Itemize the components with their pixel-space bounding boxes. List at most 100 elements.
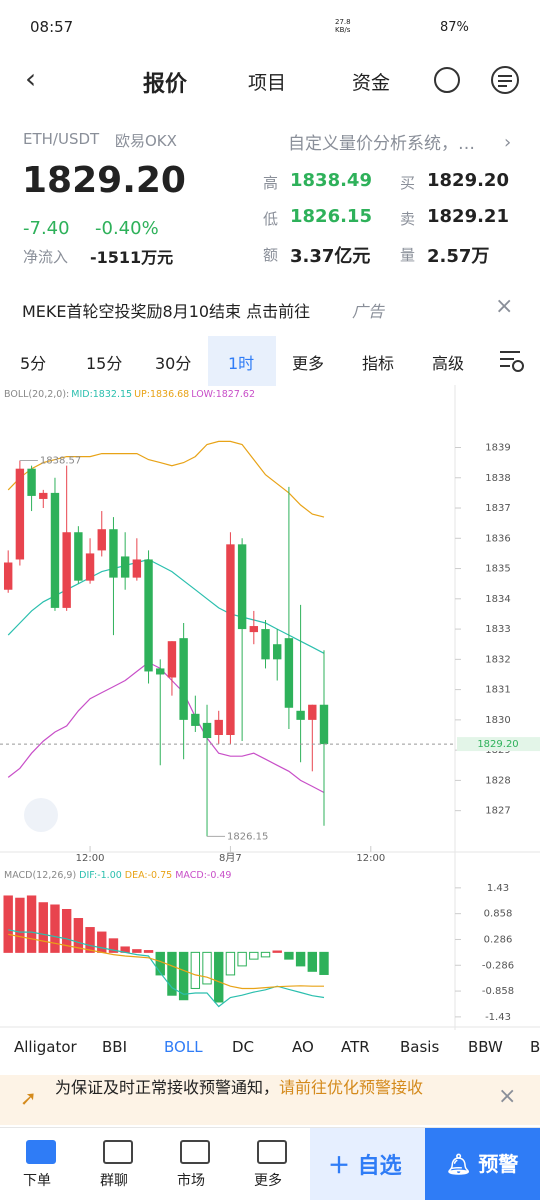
stat-value: 1838.49 xyxy=(290,170,372,191)
candle-body xyxy=(27,468,36,496)
timeframe-tab[interactable]: 高级 xyxy=(432,354,465,373)
stat-value: 1829.21 xyxy=(427,206,509,227)
back-button[interactable]: ‹ xyxy=(25,62,37,95)
macd-legend-entry: MACD:-0.49 xyxy=(175,870,231,881)
indicator-tab[interactable]: AO xyxy=(292,1038,314,1056)
macd-bar xyxy=(272,950,282,953)
candle-body xyxy=(156,668,165,675)
y-tick-label: 1827 xyxy=(485,806,510,817)
boll-legend-entry: LOW:1827.62 xyxy=(191,389,255,400)
macd-bar xyxy=(178,951,189,1001)
dea-line xyxy=(8,933,324,990)
indicator-tab[interactable]: B xyxy=(530,1038,540,1056)
stat-label: 买 xyxy=(400,174,416,192)
stat-value: 1826.15 xyxy=(290,206,372,227)
alert-text: 预警 xyxy=(478,1152,519,1176)
nav-icon[interactable] xyxy=(26,1140,56,1164)
indicator-tab[interactable]: ATR xyxy=(341,1038,370,1056)
settings-icon[interactable] xyxy=(498,348,526,374)
macd-bar xyxy=(15,897,25,953)
candle-body xyxy=(226,544,235,735)
timeframe-tab[interactable]: 30分 xyxy=(155,354,192,373)
timeframe-tab[interactable]: 5分 xyxy=(20,354,47,373)
tab[interactable]: 资金 xyxy=(352,72,391,94)
candle-body xyxy=(15,468,25,560)
system-link[interactable]: 自定义量价分析系统，… xyxy=(288,134,475,154)
nav-label[interactable]: 群聊 xyxy=(100,1173,128,1189)
nav-label[interactable]: 市场 xyxy=(177,1173,205,1189)
timeframe-tab[interactable]: 更多 xyxy=(292,354,325,373)
notice-text: 为保证及时正常接收预警通知， xyxy=(55,1078,280,1097)
active-tab-bg xyxy=(208,336,276,386)
macd-bar xyxy=(73,918,84,953)
exchange: 欧易OKX xyxy=(115,132,177,150)
macd-tick-label: 1.43 xyxy=(487,883,509,894)
y-tick-label: 1836 xyxy=(485,533,510,544)
macd-bar xyxy=(38,902,48,953)
macd-bar xyxy=(260,951,271,958)
stat-value: 2.57万 xyxy=(427,246,490,267)
macd-legend: MACD(12,26,9) DIF:-1.00 DEA:-0.75 MACD:-0.4… xyxy=(4,870,231,881)
notice-banner xyxy=(0,1075,540,1125)
nav-label[interactable]: 更多 xyxy=(254,1173,282,1189)
alert-label[interactable]: 🔔︎ 预警 xyxy=(446,1152,519,1176)
nav-icon[interactable] xyxy=(180,1140,210,1164)
y-tick-label: 1832 xyxy=(485,654,510,665)
candle-body xyxy=(144,559,153,672)
x-tick-label: 8月7 xyxy=(219,852,242,864)
timeframe-tab[interactable]: 15分 xyxy=(86,354,123,373)
tab[interactable]: 项目 xyxy=(248,72,287,94)
macd-tick-label: 0.858 xyxy=(484,909,513,920)
high-label: 1838.57 xyxy=(40,456,81,467)
indicator-tab[interactable]: BBI xyxy=(102,1038,128,1056)
chart: 1827182818291830183118321833183418351836… xyxy=(0,385,540,1030)
candle-body xyxy=(62,532,71,608)
macd-bar xyxy=(202,951,212,985)
header-icons[interactable] xyxy=(432,64,522,98)
y-tick-label: 1837 xyxy=(485,503,510,514)
indicator-tab[interactable]: Basis xyxy=(400,1038,440,1056)
timeframe-tab[interactable]: 1时 xyxy=(228,354,255,373)
macd-bar xyxy=(61,909,72,953)
alert-button[interactable] xyxy=(425,1128,540,1200)
stat-value: 1829.20 xyxy=(427,170,509,191)
boll-line xyxy=(7,661,325,794)
candle-body xyxy=(237,544,247,630)
page-title[interactable]: 报价 xyxy=(143,72,188,97)
stat-value: 3.37亿元 xyxy=(290,246,371,267)
ad-close[interactable]: × xyxy=(495,294,514,319)
candle-body xyxy=(284,638,294,708)
macd-bar xyxy=(225,951,236,976)
macd-bar xyxy=(249,951,259,960)
y-tick-label: 1835 xyxy=(485,564,510,575)
ad-text[interactable]: MEKE首轮空投奖励8月10结束 点击前往 xyxy=(22,302,311,321)
ad-tag: 广告 xyxy=(352,302,385,321)
indicator-tab[interactable]: DC xyxy=(232,1038,255,1056)
nav-label[interactable]: 下单 xyxy=(23,1173,51,1189)
y-tick-label: 1834 xyxy=(485,594,510,605)
timeframe-tab[interactable]: 指标 xyxy=(362,354,395,373)
notice-close[interactable]: × xyxy=(498,1084,517,1109)
indicator-tab[interactable]: Alligator xyxy=(14,1038,77,1056)
candle-body xyxy=(3,562,13,590)
indicator-tab[interactable]: BOLL xyxy=(164,1038,203,1056)
notice[interactable]: 为保证及时正常接收预警通知，请前往优化预警接收 xyxy=(55,1077,475,1099)
macd-legend-entry: DIF:-1.00 xyxy=(79,870,122,881)
macd-tick-label: -0.286 xyxy=(482,960,514,971)
candle-body xyxy=(273,644,282,660)
watch-button[interactable] xyxy=(310,1128,425,1200)
nav-icon[interactable] xyxy=(257,1140,287,1164)
last-price-label: 1829.20 xyxy=(477,739,518,750)
indicator-tab[interactable]: BBW xyxy=(468,1038,503,1056)
candle-body xyxy=(167,641,177,678)
speed: 27.8 xyxy=(335,18,351,26)
notice-link[interactable]: 请前往优化预警接收 xyxy=(279,1078,424,1097)
candle-body xyxy=(85,553,95,581)
candle-body xyxy=(97,529,106,551)
macd-bar xyxy=(85,927,95,953)
macd-bar xyxy=(214,951,224,1003)
nav-icon[interactable] xyxy=(103,1140,133,1164)
watch-label[interactable]: ＋ 自选 xyxy=(328,1154,402,1179)
candle-body xyxy=(109,529,118,578)
